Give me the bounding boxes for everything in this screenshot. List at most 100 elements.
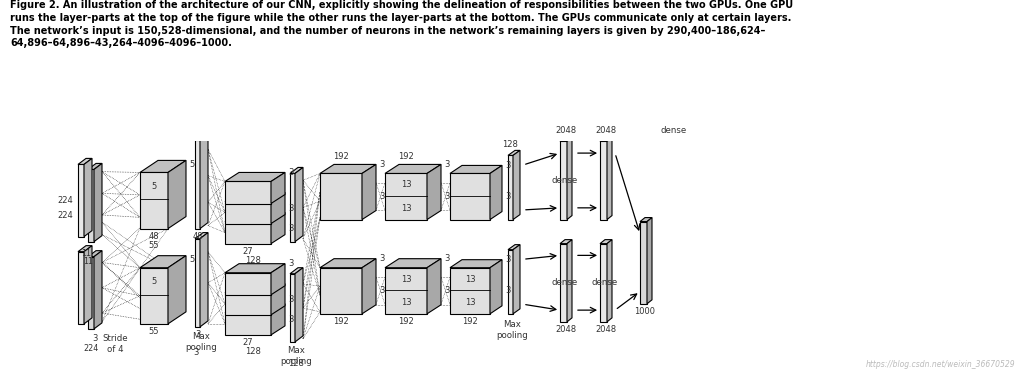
Text: 11: 11: [81, 249, 91, 258]
Text: Max
pooling: Max pooling: [497, 320, 528, 340]
Text: 128: 128: [503, 140, 518, 149]
Text: Figure 2. An illustration of the architecture of our CNN, explicitly showing the: Figure 2. An illustration of the archite…: [10, 0, 794, 48]
Text: 2048: 2048: [555, 326, 577, 334]
Polygon shape: [490, 260, 502, 314]
Polygon shape: [385, 259, 441, 268]
Text: 3: 3: [92, 334, 97, 343]
Polygon shape: [140, 160, 186, 173]
Text: 3: 3: [193, 349, 199, 357]
Polygon shape: [225, 264, 285, 273]
Text: 2048: 2048: [595, 126, 616, 135]
Polygon shape: [560, 240, 572, 244]
Polygon shape: [600, 137, 612, 141]
Text: dense: dense: [660, 126, 687, 135]
Polygon shape: [385, 164, 441, 173]
Polygon shape: [560, 244, 567, 322]
Text: 27: 27: [243, 339, 253, 347]
Text: 3: 3: [505, 255, 510, 264]
Text: 3: 3: [288, 315, 293, 324]
Text: 13: 13: [465, 298, 475, 307]
Polygon shape: [607, 240, 612, 322]
Text: 2048: 2048: [595, 326, 616, 334]
Polygon shape: [168, 256, 186, 324]
Polygon shape: [508, 245, 520, 250]
Text: 224: 224: [57, 196, 73, 205]
Text: 3: 3: [379, 254, 384, 263]
Text: dense: dense: [551, 176, 578, 185]
Text: 48: 48: [193, 232, 203, 241]
Text: 128: 128: [289, 359, 304, 369]
Polygon shape: [140, 173, 168, 229]
Polygon shape: [271, 264, 285, 295]
Polygon shape: [195, 140, 200, 229]
Polygon shape: [508, 155, 513, 219]
Polygon shape: [225, 212, 285, 222]
Polygon shape: [508, 150, 520, 155]
Polygon shape: [508, 250, 513, 314]
Text: 3: 3: [505, 161, 510, 170]
Text: 3: 3: [505, 286, 510, 295]
Text: 3: 3: [288, 224, 293, 233]
Polygon shape: [490, 166, 502, 219]
Polygon shape: [225, 202, 271, 224]
Polygon shape: [600, 240, 612, 244]
Polygon shape: [78, 246, 92, 252]
Polygon shape: [450, 268, 490, 314]
Polygon shape: [88, 251, 102, 257]
Polygon shape: [450, 166, 502, 173]
Polygon shape: [513, 245, 520, 314]
Polygon shape: [600, 141, 607, 219]
Polygon shape: [319, 173, 362, 219]
Polygon shape: [567, 137, 572, 219]
Polygon shape: [78, 164, 84, 237]
Polygon shape: [195, 238, 200, 327]
Polygon shape: [78, 158, 92, 164]
Polygon shape: [295, 167, 303, 242]
Polygon shape: [84, 246, 92, 324]
Polygon shape: [88, 169, 94, 242]
Text: 3: 3: [444, 160, 450, 169]
Polygon shape: [84, 158, 92, 237]
Polygon shape: [271, 212, 285, 244]
Text: 192: 192: [398, 152, 414, 161]
Polygon shape: [168, 160, 186, 229]
Polygon shape: [319, 259, 376, 268]
Text: 128: 128: [245, 347, 261, 356]
Polygon shape: [385, 173, 427, 219]
Text: Max
pooling: Max pooling: [281, 346, 312, 366]
Text: 3: 3: [444, 286, 450, 295]
Text: 55: 55: [148, 241, 160, 250]
Polygon shape: [513, 150, 520, 219]
Polygon shape: [271, 304, 285, 335]
Polygon shape: [140, 256, 186, 268]
Polygon shape: [200, 134, 208, 229]
Text: 192: 192: [333, 152, 349, 161]
Polygon shape: [94, 163, 102, 242]
Polygon shape: [225, 222, 271, 244]
Polygon shape: [225, 304, 285, 313]
Text: 13: 13: [400, 203, 412, 212]
Text: 1000: 1000: [634, 307, 655, 316]
Text: 3: 3: [288, 295, 293, 304]
Text: 55: 55: [148, 327, 160, 336]
Polygon shape: [647, 218, 652, 304]
Text: 224: 224: [57, 211, 73, 220]
Polygon shape: [271, 284, 285, 315]
Text: 3: 3: [288, 204, 293, 213]
Text: https://blog.csdn.net/weixin_36670529: https://blog.csdn.net/weixin_36670529: [865, 360, 1015, 369]
Polygon shape: [225, 192, 285, 202]
Text: 3: 3: [444, 192, 450, 201]
Text: 5: 5: [189, 160, 195, 169]
Text: 192: 192: [333, 317, 349, 326]
Polygon shape: [450, 260, 502, 268]
Text: Stride
of 4: Stride of 4: [102, 334, 128, 354]
Polygon shape: [78, 252, 84, 324]
Text: 5: 5: [189, 255, 195, 264]
Polygon shape: [640, 218, 652, 222]
Polygon shape: [427, 164, 441, 219]
Text: 5: 5: [152, 182, 157, 191]
Text: 224: 224: [83, 344, 98, 353]
Polygon shape: [290, 167, 303, 173]
Polygon shape: [600, 244, 607, 322]
Text: 2048: 2048: [555, 126, 577, 135]
